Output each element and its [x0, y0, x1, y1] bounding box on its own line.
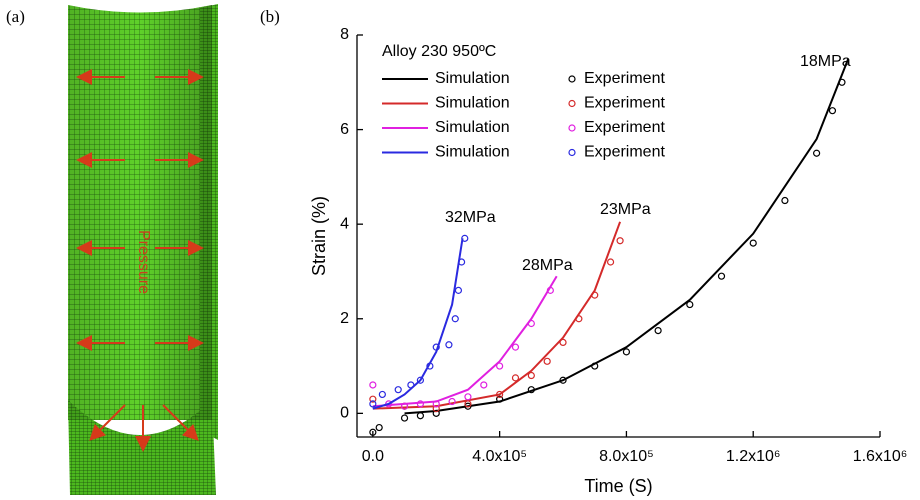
experiment-point	[451, 315, 459, 323]
experiment-point	[496, 395, 504, 403]
experiment-point	[496, 362, 504, 370]
experiment-point	[416, 400, 424, 408]
simulation-line	[404, 58, 850, 415]
simulation-line	[372, 221, 622, 410]
experiment-point	[616, 237, 624, 245]
experiment-point	[749, 239, 757, 247]
annotation: 28MPa	[522, 257, 573, 274]
experiment-point	[369, 381, 377, 389]
experiment-point	[496, 390, 504, 399]
experiment-point	[717, 272, 726, 280]
legend-swatch	[568, 124, 576, 132]
experiment-point	[454, 286, 463, 294]
x-tick-label: 8.0x10⁵	[599, 448, 654, 465]
experiment-point	[445, 341, 453, 349]
experiment-point	[464, 402, 472, 410]
annotation: 32MPa	[445, 209, 496, 226]
mesh-model: Pressure	[68, 4, 218, 495]
x-tick-label: 4.0x10⁵	[472, 448, 527, 465]
legend-swatch	[568, 75, 576, 83]
experiment-point	[464, 400, 472, 408]
experiment-point	[838, 78, 846, 86]
experiment-point	[426, 362, 434, 370]
experiment-point	[686, 300, 694, 309]
y-tick-label: 2	[340, 310, 349, 327]
experiment-point	[461, 234, 469, 242]
experiment-point	[546, 286, 554, 294]
experiment-point	[828, 107, 837, 115]
experiment-point	[480, 381, 488, 389]
experiment-point	[458, 258, 466, 266]
experiment-point	[416, 412, 424, 420]
experiment-point	[375, 423, 383, 432]
legend-swatch	[568, 99, 576, 108]
experiment-point	[511, 374, 520, 382]
experiment-point	[527, 319, 535, 328]
experiment-point	[622, 348, 631, 356]
experiment-point	[464, 393, 472, 401]
simulation-line	[372, 275, 558, 408]
experiment-point	[400, 414, 409, 422]
experiment-point	[591, 291, 599, 299]
x-axis-title: Time (S)	[584, 476, 652, 496]
experiment-point	[575, 315, 583, 323]
experiment-point	[416, 376, 424, 384]
pressure-label: Pressure	[135, 230, 152, 294]
experiment-point	[527, 386, 535, 394]
experiment-point	[448, 397, 456, 406]
experiment-point	[591, 362, 599, 370]
x-tick-label: 0.0	[362, 448, 384, 465]
experiment-point	[781, 196, 789, 205]
y-tick-label: 0	[340, 405, 349, 422]
x-tick-label: 1.6x10⁶	[853, 448, 908, 465]
legend-label: Experiment	[584, 70, 665, 87]
experiment-point	[654, 326, 662, 335]
simulation-line	[372, 238, 464, 410]
y-tick-label: 6	[340, 121, 349, 138]
legend-label: Experiment	[584, 119, 665, 136]
legend-title: Alloy 230 950ºC	[382, 43, 496, 60]
panel-label: (b)	[260, 7, 280, 26]
experiment-point	[394, 386, 402, 394]
experiment-point	[369, 395, 377, 403]
experiment-point	[543, 357, 551, 365]
legend-label: Simulation	[435, 119, 510, 136]
annotation: 18MPa	[800, 53, 851, 70]
experiment-point	[813, 149, 821, 157]
experiment-point	[432, 343, 440, 351]
experiment-point	[378, 390, 386, 399]
panel-label: (a)	[6, 7, 25, 26]
y-axis-title: Strain (%)	[309, 196, 329, 276]
legend-label: Experiment	[584, 144, 665, 161]
experiment-point	[400, 402, 409, 410]
legend-label: Experiment	[584, 95, 665, 112]
experiment-point	[559, 338, 567, 347]
experiment-point	[511, 343, 520, 351]
legend-label: Simulation	[435, 144, 510, 161]
x-tick-label: 1.2x10⁶	[726, 448, 781, 465]
experiment-point	[407, 381, 415, 389]
experiment-point	[432, 409, 440, 417]
experiment-point	[559, 376, 567, 384]
experiment-point	[432, 400, 440, 408]
experiment-point	[606, 258, 615, 266]
y-tick-label: 8	[340, 26, 349, 43]
annotation: 23MPa	[600, 201, 651, 218]
legend-label: Simulation	[435, 95, 510, 112]
experiment-point	[369, 428, 377, 436]
legend-swatch	[568, 148, 576, 157]
experiment-point	[527, 371, 535, 380]
experiment-point	[369, 400, 377, 408]
experiment-point	[432, 405, 440, 413]
legend-label: Simulation	[435, 70, 510, 87]
y-tick-label: 4	[340, 215, 349, 232]
